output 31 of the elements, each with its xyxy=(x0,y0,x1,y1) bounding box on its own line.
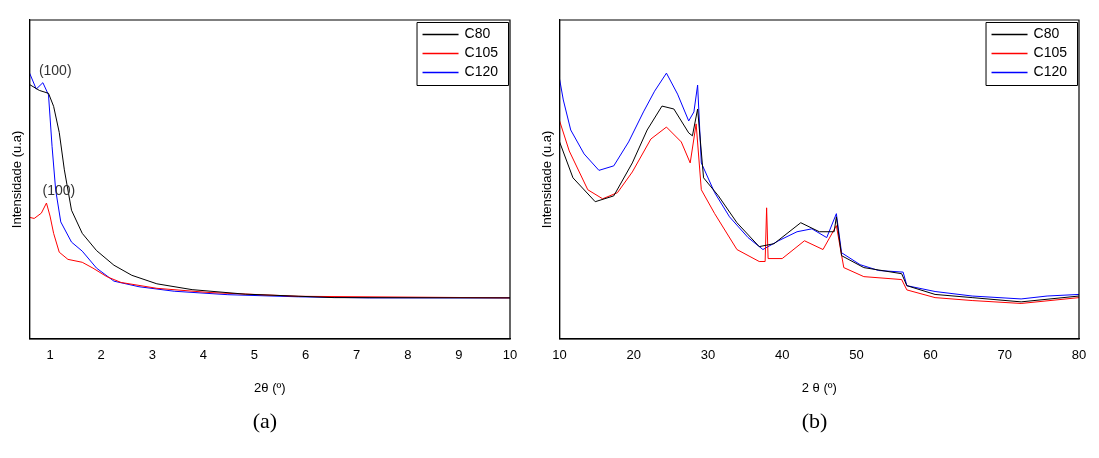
text: (a) xyxy=(251,408,279,434)
legend-label: C105 xyxy=(1033,44,1068,61)
y-axis-title: Intensidade (u.a) xyxy=(539,130,555,229)
x-tick-label: 60 xyxy=(923,347,938,363)
x-tick-label: 5 xyxy=(250,347,259,363)
x-tick-label: 8 xyxy=(404,347,412,363)
legend-label: C80 xyxy=(464,25,491,42)
x-axis-title: 2θ (º) xyxy=(254,379,286,395)
x-tick-label: 1 xyxy=(46,347,54,363)
y-axis-title: Intensidade (u.a) xyxy=(9,130,25,229)
x-tick-label: 6 xyxy=(301,347,310,363)
x-tick-label: 4 xyxy=(199,347,207,363)
x-tick-label: 80 xyxy=(1071,347,1087,363)
legend-label: C80 xyxy=(1033,25,1060,42)
text: (b) xyxy=(800,408,829,434)
legend-label: C120 xyxy=(1033,63,1068,80)
x-tick-label: 10 xyxy=(552,347,567,363)
x-axis-title: 2 θ (º) xyxy=(801,379,837,395)
legend-label: C120 xyxy=(464,63,499,80)
legend-label: C105 xyxy=(464,44,499,61)
x-tick-label: 9 xyxy=(455,347,463,363)
x-tick-label: 20 xyxy=(626,347,642,363)
x-tick-label: 2 xyxy=(97,347,105,363)
x-tick-label: 10 xyxy=(502,347,518,363)
x-tick-label: 50 xyxy=(849,347,864,363)
x-tick-label: 30 xyxy=(700,347,716,363)
x-tick-label: 3 xyxy=(148,347,156,363)
x-tick-label: 40 xyxy=(774,347,790,363)
x-tick-label: 70 xyxy=(997,347,1013,363)
annotation: (100) xyxy=(38,61,72,78)
x-tick-label: 7 xyxy=(353,347,361,363)
